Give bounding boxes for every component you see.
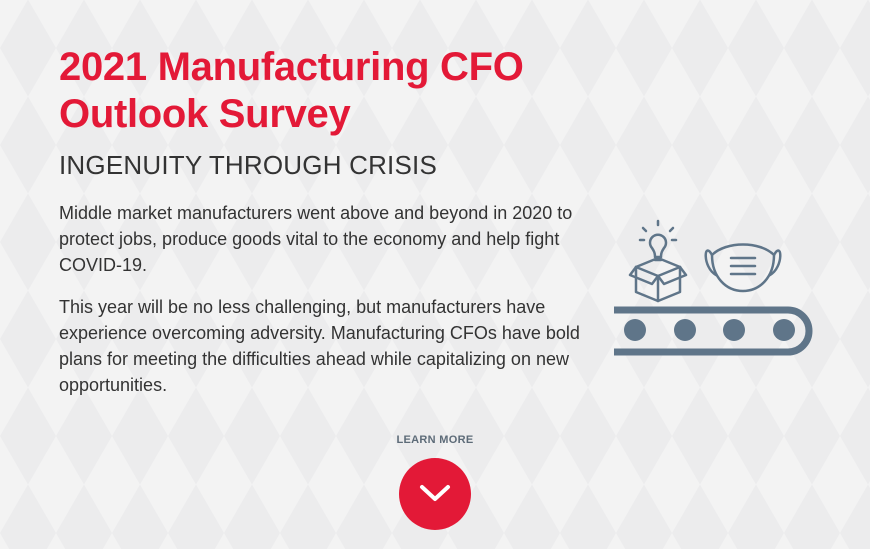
outlook-paragraph: This year will be no less challenging, b… [59,297,580,395]
learn-more-button[interactable] [399,458,471,530]
intro-paragraph: Middle market manufacturers went above a… [59,203,573,275]
chevron-down-icon [420,485,450,501]
manufacturing-illustration [614,219,813,356]
page-subtitle: INGENUITY THROUGH CRISIS [59,150,437,180]
lightbulb-icon [638,219,678,262]
page-title: 2021 Manufacturing CFO Outlook Survey [59,45,524,136]
conveyor-belt-icon [614,306,813,356]
box-icon [628,256,688,303]
learn-more-label[interactable]: LEARN MORE [396,434,474,446]
face-mask-icon [704,243,782,293]
